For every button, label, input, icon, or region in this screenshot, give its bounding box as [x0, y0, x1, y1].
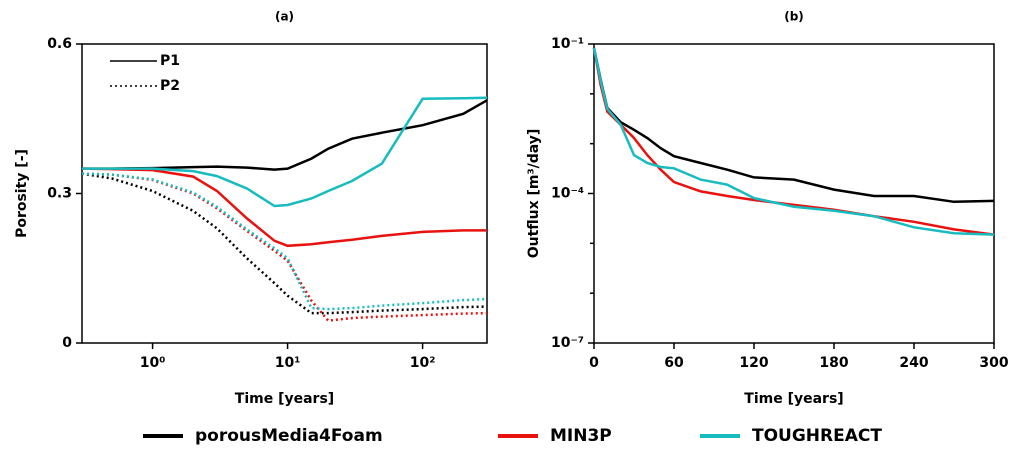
- y-tick-label: 10⁻⁷: [551, 335, 584, 351]
- data-line: [82, 96, 488, 208]
- y-axis-label: Outflux [m³/day]: [526, 129, 542, 259]
- legend-label: P2: [160, 78, 180, 94]
- y-tick-label: 10⁻⁴: [551, 186, 584, 202]
- x-tick-label: 60: [664, 355, 684, 371]
- data-line: [82, 99, 488, 171]
- y-tick-label: 0.3: [47, 186, 72, 202]
- data-line: [81, 172, 488, 315]
- x-tick-label: 10¹: [275, 355, 301, 371]
- data-line: [592, 47, 995, 204]
- x-tick-label: 240: [899, 355, 928, 371]
- legend-label: MIN3P: [550, 426, 612, 446]
- data-line: [592, 47, 995, 236]
- y-axis-label: Porosity [-]: [14, 149, 30, 238]
- x-tick-label: 300: [979, 355, 1008, 371]
- x-tick-label: 10⁰: [140, 355, 166, 371]
- x-tick-label: 10²: [410, 355, 436, 371]
- x-axis-label: Time [years]: [235, 391, 334, 407]
- chart-title: (a): [275, 10, 294, 24]
- legend-label: P1: [160, 53, 180, 69]
- x-tick-label: 0: [589, 355, 599, 371]
- data-line: [81, 172, 488, 322]
- plot-frame: [593, 43, 995, 344]
- y-tick-label: 10⁻¹: [551, 36, 584, 52]
- data-line: [81, 167, 487, 248]
- legend-label: TOUGHREACT: [752, 426, 882, 446]
- y-tick-label: 0.6: [47, 36, 72, 52]
- y-tick-label: 0: [62, 335, 72, 351]
- chart-title: (b): [784, 10, 804, 24]
- x-tick-label: 180: [819, 355, 848, 371]
- data-line: [81, 172, 488, 311]
- legend-label: porousMedia4Foam: [195, 426, 383, 446]
- plot-frame: [81, 43, 488, 344]
- x-axis-label: Time [years]: [744, 391, 843, 407]
- x-tick-label: 120: [739, 355, 768, 371]
